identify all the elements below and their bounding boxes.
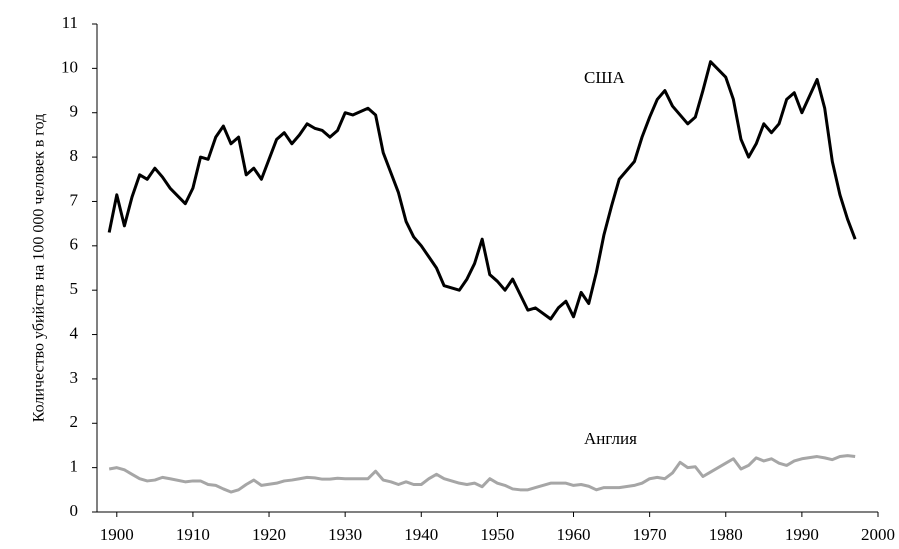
- y-tick-label: 9: [70, 102, 79, 121]
- y-tick-label: 8: [70, 146, 79, 165]
- series-line: [108, 454, 856, 494]
- annotation: Англия: [584, 429, 637, 448]
- y-tick-label: 11: [62, 13, 78, 32]
- annotation: США: [584, 68, 625, 87]
- y-tick-label: 2: [70, 412, 79, 431]
- x-tick-label: 1950: [480, 525, 514, 544]
- x-tick-label: 1980: [709, 525, 743, 544]
- x-tick-label: 1920: [252, 525, 286, 544]
- x-tick-label: 1900: [100, 525, 134, 544]
- y-axis-label: Количество убийств на 100 000 человек в …: [31, 114, 48, 423]
- x-tick-label: 1940: [404, 525, 438, 544]
- y-tick-label: 1: [70, 457, 79, 476]
- x-tick-label: 1990: [785, 525, 819, 544]
- x-tick-label: 1970: [633, 525, 667, 544]
- y-tick-label: 3: [70, 368, 79, 387]
- x-tick-label: 1960: [557, 525, 591, 544]
- y-tick-label: 7: [70, 190, 79, 209]
- series-line: [107, 60, 857, 321]
- y-tick-label: 5: [70, 279, 79, 298]
- x-tick-label: 1930: [328, 525, 362, 544]
- y-tick-label: 0: [70, 501, 79, 520]
- x-tick-label: 1910: [176, 525, 210, 544]
- x-tick-label: 2000: [861, 525, 895, 544]
- y-tick-label: 10: [61, 57, 78, 76]
- y-tick-label: 4: [70, 323, 79, 342]
- y-tick-label: 6: [70, 235, 79, 254]
